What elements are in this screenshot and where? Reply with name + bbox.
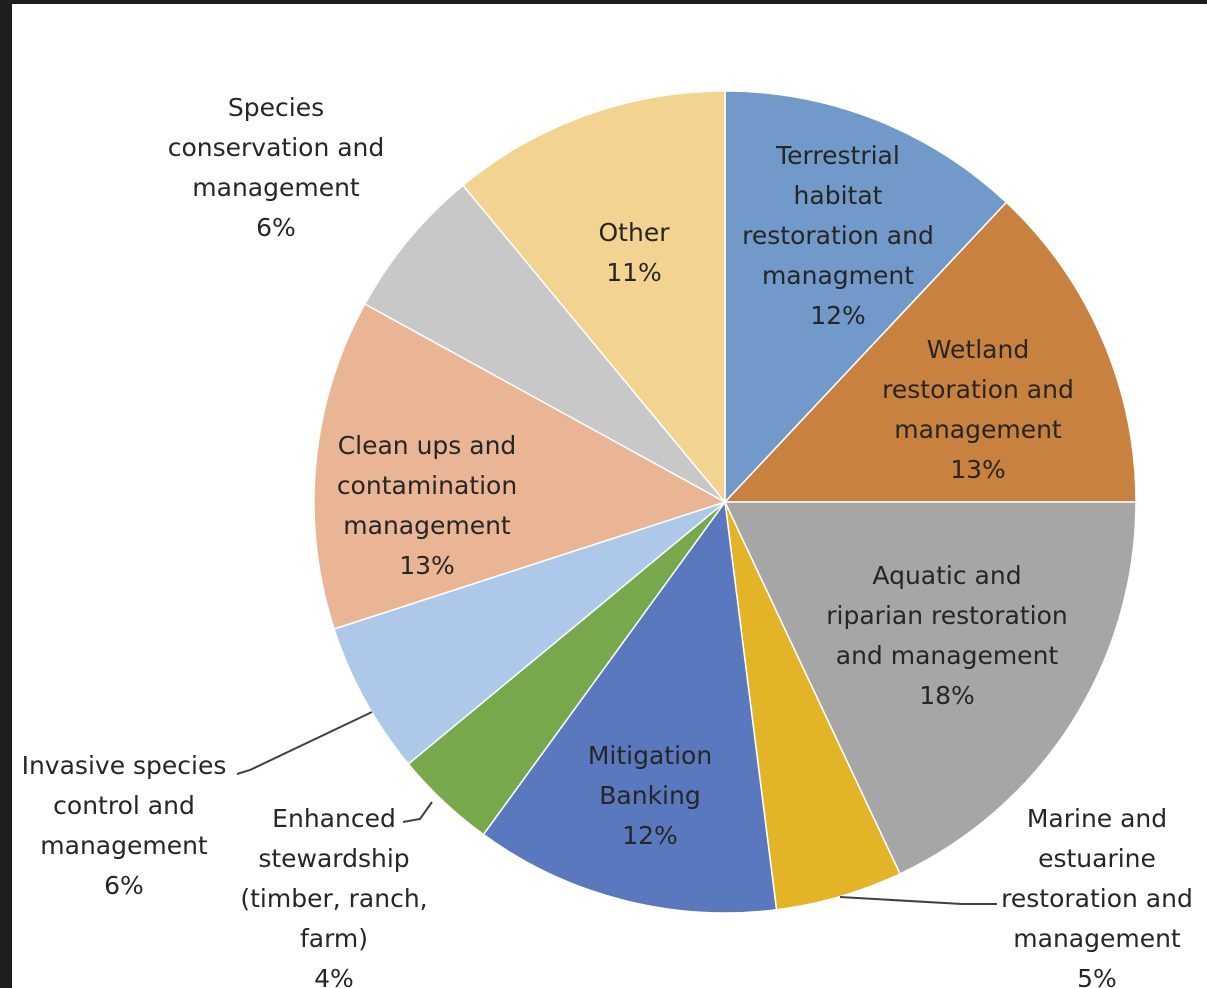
data-label-line: 13% [399, 551, 455, 580]
data-label-line: 4% [314, 964, 354, 988]
data-label-line: riparian restoration [826, 601, 1067, 630]
pie-slice-mitigation-banking [482, 500, 778, 914]
slice-labels: Terrestrial habitat restoration and managme… [22, 93, 1193, 988]
pie-slice-species-conservation-and-management [363, 184, 726, 503]
pie-slice-other [461, 90, 726, 505]
pie-slice-aquatic-and-riparian-restoration-and-management [723, 501, 1137, 875]
data-label-line: restoration and [882, 375, 1074, 404]
data-label-line: Other [599, 218, 671, 247]
data-label-line: Species [228, 93, 324, 122]
data-label-line: managment [762, 261, 914, 290]
data-label-line: 6% [256, 213, 296, 242]
chart-canvas: Terrestrial habitat restoration and managme… [12, 4, 1207, 988]
data-label-invasive-species-control-and-management: Invasive species control and management 6% [22, 751, 227, 900]
data-label-line: management [1013, 924, 1181, 953]
pie-chart: Terrestrial habitat restoration and managme… [22, 90, 1193, 988]
data-label-line: management [343, 511, 511, 540]
data-label-line: 13% [950, 455, 1006, 484]
data-label-line: Clean ups and [338, 431, 517, 460]
leader-lines [236, 711, 997, 905]
data-label-line: estuarine [1038, 844, 1156, 873]
pie-slice-clean-ups-and-contamination-management [313, 302, 727, 630]
data-label-line: Enhanced [272, 804, 396, 833]
data-label-mitigation-banking: Mitigation Banking 12% [588, 741, 712, 850]
pie-slices [313, 90, 1137, 914]
data-label-line: 12% [622, 821, 678, 850]
data-label-marine-and-estuarine-restoration-and-management: Marine and estuarine restoration and manage… [1001, 804, 1193, 988]
pie-slice-wetland-restoration-and-management [723, 201, 1137, 503]
data-label-enhanced-stewardship-timber-ranch-farm: Enhanced stewardship (timber, ranch, farm) 4… [240, 804, 427, 988]
data-label-line: restoration and [1001, 884, 1193, 913]
data-label-clean-ups-and-contamination-management: Clean ups and contamination management 13% [337, 431, 517, 580]
data-label-line: Terrestrial [775, 141, 900, 170]
data-label-line: Mitigation [588, 741, 712, 770]
data-label-species-conservation-and-management: Species conservation and management 6% [168, 93, 385, 242]
data-label-other: Other 11% [599, 218, 671, 287]
data-label-line: habitat [794, 181, 883, 210]
data-label-line: farm) [300, 924, 368, 953]
leader-enhanced-stewardship [402, 801, 433, 823]
data-label-line: and management [836, 641, 1059, 670]
data-label-line: 11% [606, 258, 662, 287]
data-label-aquatic-and-riparian-restoration-and-management: Aquatic and riparian restoration and manag… [826, 561, 1067, 710]
data-label-line: Aquatic and [872, 561, 1021, 590]
data-label-line: 12% [810, 301, 866, 330]
data-label-line: Invasive species [22, 751, 227, 780]
data-label-line: (timber, ranch, [240, 884, 427, 913]
pie-slice-terrestrial-habitat-restoration-and-managment [724, 90, 1008, 504]
data-label-terrestrial-habitat-restoration-and-managment: Terrestrial habitat restoration and managme… [742, 141, 934, 330]
data-label-line: 5% [1077, 964, 1117, 988]
data-label-line: Wetland [927, 335, 1029, 364]
data-label-line: conservation and [168, 133, 385, 162]
data-label-line: control and [53, 791, 195, 820]
data-label-line: Marine and [1027, 804, 1167, 833]
data-label-line: stewardship [258, 844, 409, 873]
data-label-line: management [40, 831, 208, 860]
data-label-line: Banking [599, 781, 700, 810]
data-label-line: management [192, 173, 360, 202]
data-label-line: 6% [104, 871, 144, 900]
data-label-line: restoration and [742, 221, 934, 250]
leader-invasive-species [236, 711, 373, 775]
pie-slice-invasive-species-control-and-management [333, 501, 726, 766]
data-label-line: 18% [919, 681, 975, 710]
leader-marine-estuarine [839, 896, 997, 905]
data-label-line: contamination [337, 471, 517, 500]
data-label-line: management [894, 415, 1062, 444]
data-label-wetland-restoration-and-management: Wetland restoration and management 13% [882, 335, 1074, 484]
